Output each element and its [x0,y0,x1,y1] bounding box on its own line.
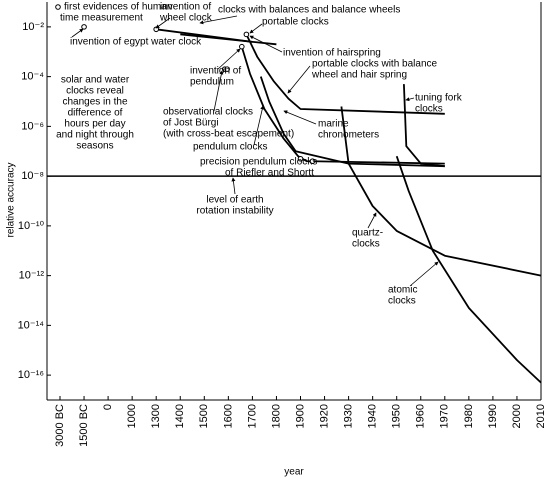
annotation: tuning fork [415,93,463,104]
arrow [287,65,311,94]
y-tick-label: 10⁻¹⁰ [18,220,45,232]
y-tick-label: 10⁻⁸ [21,170,44,182]
arrow [71,28,84,38]
x-tick-label: 1940 [367,404,379,428]
annotation: quartz- [352,228,383,239]
arrow [405,97,415,102]
legend-symbol [55,4,61,10]
annotation: changes in the [62,97,127,108]
x-tick-label: 2010 [535,404,547,428]
marker [224,66,230,72]
x-tick-label: 1700 [246,404,258,428]
annotation: solar and water [61,75,130,86]
annotation: and night through [56,130,134,141]
series-line [403,84,445,168]
arrow [409,261,439,287]
annotation: of Jost Bürgi [163,118,219,129]
arrow [199,15,238,25]
annotation: clocks with balances and balance wheels [218,5,400,16]
marker [297,155,304,162]
x-tick-label: 1500 [198,404,210,428]
x-tick-label: 1500 BC [78,404,90,447]
arrow [155,17,171,29]
series-line [259,76,445,168]
annotation: first evidences of human [64,2,172,13]
y-tick-label: 10⁻⁶ [21,120,44,132]
series-line [395,155,542,384]
x-tick-label: 0 [102,404,114,410]
x-axis-title: year [284,467,304,478]
annotation: invention of hairspring [283,48,381,59]
arrow [249,23,263,34]
arrow [213,70,224,112]
annotation: difference of [68,108,123,119]
series-line [340,106,542,277]
marker [309,158,316,164]
x-tick-label: 1970 [439,404,451,428]
annotation: chronometers [318,130,379,141]
series-line [245,34,445,115]
annotation: rotation instability [196,206,273,217]
annotation: clocks [415,104,443,115]
x-tick-label: 1400 [174,404,186,428]
annotation: hours per day [64,119,125,130]
marker [243,31,250,38]
arrow [231,177,236,195]
annotation: observational clocks [163,107,253,118]
annotation: clocks [388,296,416,307]
annotation: level of earth [206,195,263,206]
arrow [249,35,283,53]
annotation: portable clocks [262,17,329,28]
annotation: precision pendulum clocks [200,157,317,168]
x-tick-label: 1990 [487,404,499,428]
x-tick-label: 3000 BC [54,404,66,447]
annotation: wheel clock [159,13,213,24]
annotation: invention of egypt water clock [70,37,202,48]
marker [81,24,87,30]
annotation: (with cross-beat escapement) [163,129,294,140]
x-tick-label: 1980 [463,404,475,428]
arrow [283,110,317,125]
x-tick-label: 1930 [343,404,355,428]
series-line [180,33,277,46]
annotation: marine [318,119,349,130]
series-line [240,46,445,165]
annotation: pendulum clocks [193,142,267,153]
y-tick-label: 10⁻¹² [19,270,45,282]
y-tick-label: 10⁻² [22,21,44,33]
annotation: of Riefler and Shortt [225,168,314,179]
x-tick-label: 1900 [294,404,306,428]
marker [239,43,245,50]
annotation: seasons [76,141,113,152]
annotation: wheel and hair spring [311,70,407,81]
y-tick-label: 10⁻⁴ [21,71,44,83]
y-axis-title: relative accuracy [6,162,17,237]
y-tick-label: 10⁻¹⁴ [18,319,45,331]
annotation: time measurement [60,13,143,24]
x-tick-label: 1300 [150,404,162,428]
annotation: atomic [388,285,417,296]
x-tick-label: 1800 [270,404,282,428]
annotation: clocks [352,239,380,250]
x-tick-label: 1920 [318,404,330,428]
x-tick-label: 2000 [511,404,523,428]
annotation: pendulum [190,77,234,88]
y-tick-label: 10⁻¹⁶ [18,369,44,381]
annotation: portable clocks with balance [312,59,438,70]
x-tick-label: 1600 [222,404,234,428]
annotation: invention of [160,2,211,13]
arrow [253,105,265,146]
x-tick-label: 1960 [415,404,427,428]
arrow [217,48,241,70]
annotation: clocks reveal [66,86,124,97]
annotation: invention of [190,66,241,77]
arrow [367,212,377,229]
x-tick-label: 1000 [126,404,138,428]
x-tick-label: 1950 [391,404,403,428]
